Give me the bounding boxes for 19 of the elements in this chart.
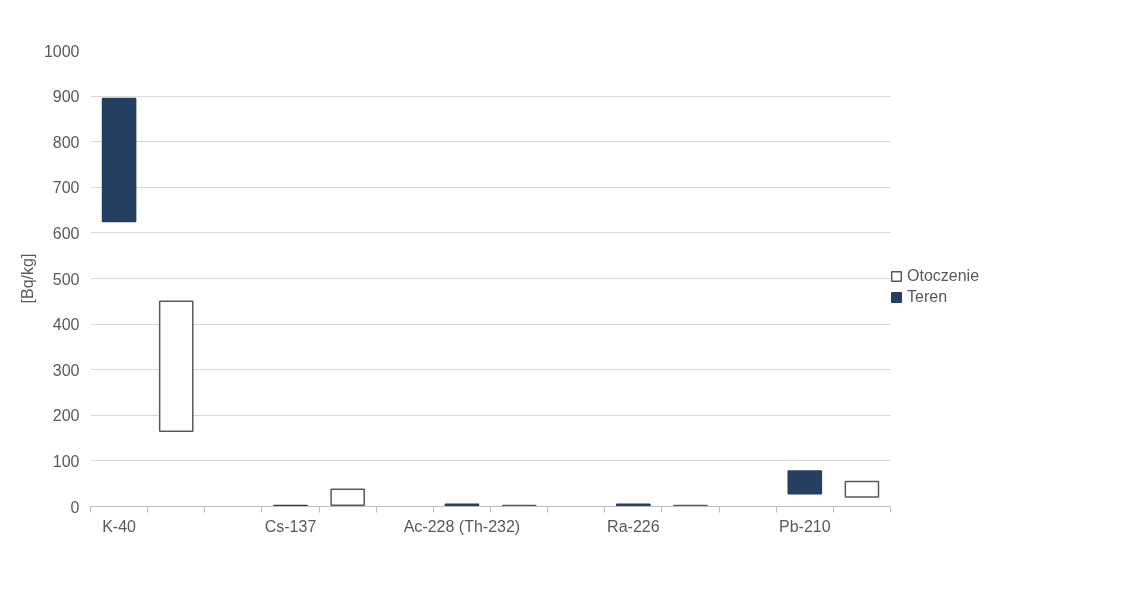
x-tick-label: Ra-226 (607, 517, 660, 535)
x-tick-label: Pb-210 (778, 517, 831, 535)
y-tick-label: 100 (52, 452, 80, 470)
legend-label: Teren (907, 288, 948, 306)
y-tick-label: 0 (70, 498, 80, 516)
y-tick-label: 500 (52, 270, 80, 288)
y-tick-label: 800 (52, 133, 80, 151)
y-tick-label: 900 (52, 88, 80, 106)
y-tick-label: 400 (52, 316, 80, 334)
y-axis-title: [Bq/kg] (18, 253, 36, 304)
x-tick-label: Cs-137 (264, 517, 317, 535)
y-tick-label: 300 (52, 361, 80, 379)
y-tick-label: 600 (52, 224, 80, 242)
x-tick-label: Ac-228 (Th-232) (403, 517, 521, 535)
y-tick-label: 200 (52, 407, 80, 425)
y-tick-label: 700 (52, 179, 80, 197)
x-tick-label: K-40 (102, 517, 137, 535)
legend-label: Otoczenie (907, 267, 980, 285)
y-tick-label: 1000 (43, 42, 80, 60)
